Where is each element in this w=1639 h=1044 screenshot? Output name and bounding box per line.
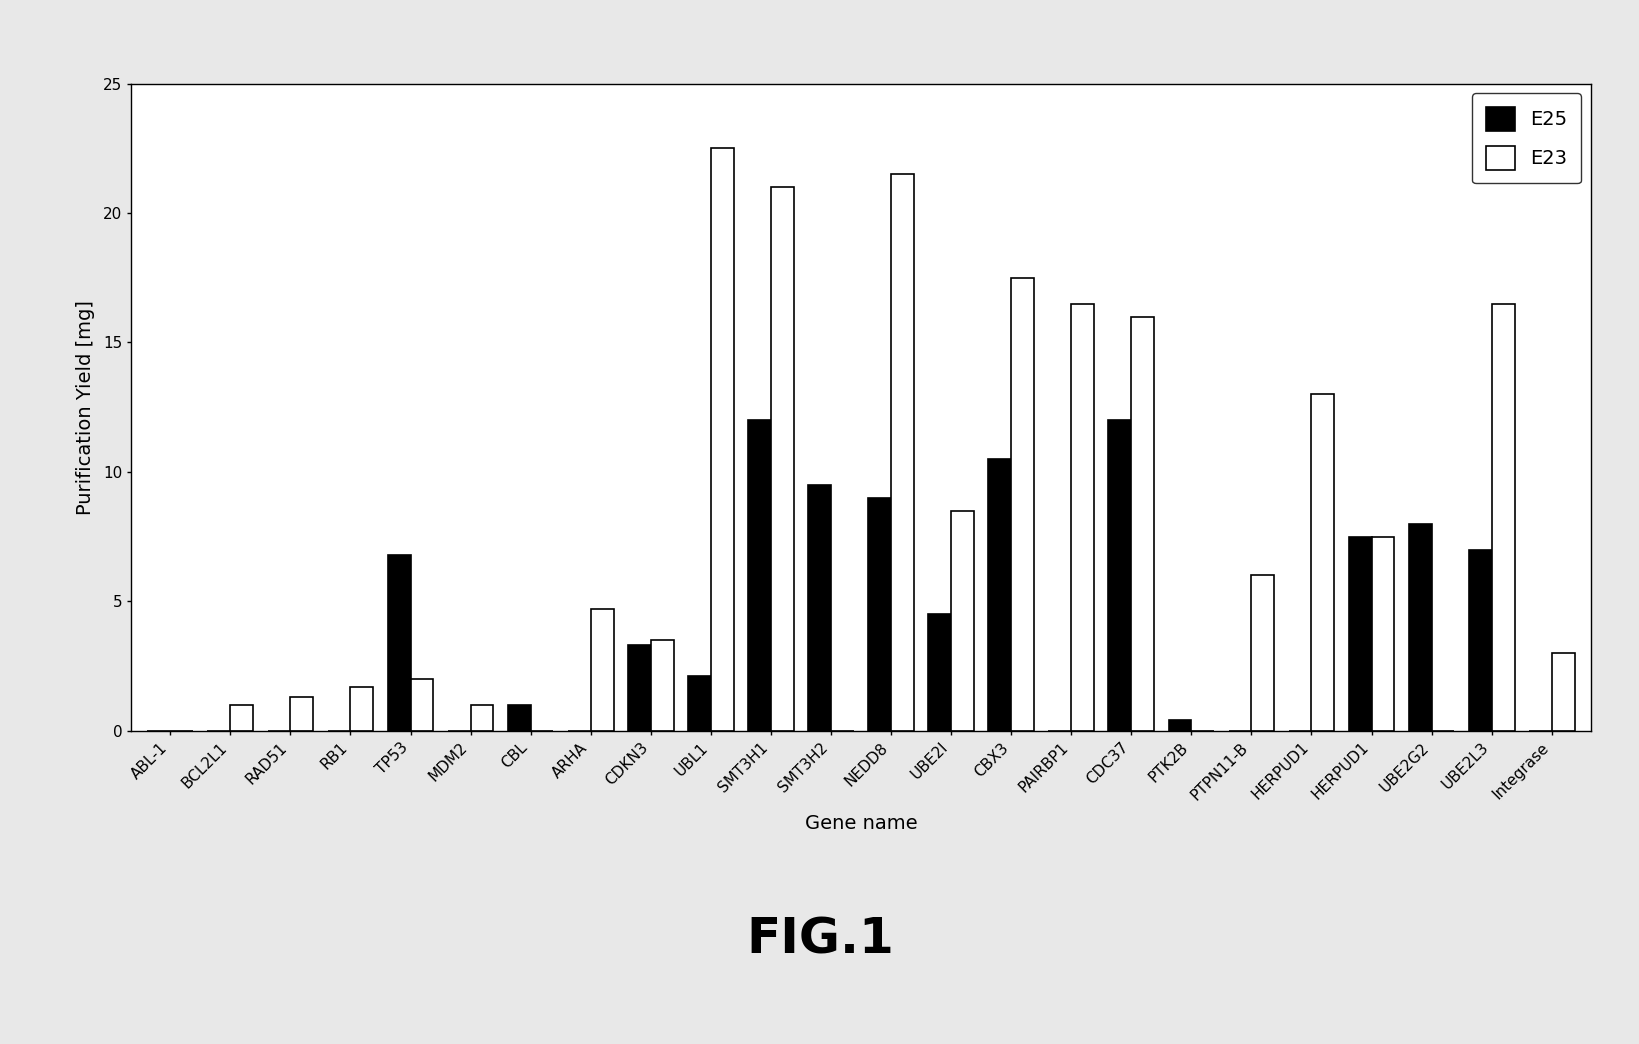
Bar	[1108, 420, 1131, 731]
Bar	[508, 705, 531, 731]
Bar	[747, 420, 770, 731]
Legend: E25, E23: E25, E23	[1472, 93, 1580, 184]
Bar	[229, 705, 252, 731]
Text: FIG.1: FIG.1	[746, 916, 893, 964]
Bar	[928, 614, 951, 731]
Bar	[1131, 316, 1154, 731]
Bar	[867, 498, 890, 731]
Bar	[290, 697, 313, 731]
Bar	[710, 148, 733, 731]
Bar	[1408, 524, 1431, 731]
Bar	[470, 705, 493, 731]
Bar	[1011, 278, 1033, 731]
X-axis label: Gene name: Gene name	[805, 814, 916, 833]
Bar	[1251, 575, 1274, 731]
Bar	[1469, 549, 1491, 731]
Bar	[770, 187, 793, 731]
Bar	[1169, 720, 1190, 731]
Bar	[1370, 537, 1393, 731]
Bar	[387, 554, 410, 731]
Bar	[1550, 654, 1573, 731]
Bar	[1347, 537, 1370, 731]
Bar	[651, 640, 674, 731]
Bar	[1311, 395, 1334, 731]
Bar	[688, 677, 710, 731]
Bar	[951, 511, 974, 731]
Bar	[808, 484, 831, 731]
Y-axis label: Purification Yield [mg]: Purification Yield [mg]	[75, 300, 95, 515]
Bar	[1491, 304, 1513, 731]
Bar	[590, 609, 613, 731]
Bar	[988, 459, 1011, 731]
Bar	[410, 679, 433, 731]
Bar	[628, 645, 651, 731]
Bar	[351, 687, 374, 731]
Bar	[890, 174, 913, 731]
Bar	[1070, 304, 1093, 731]
